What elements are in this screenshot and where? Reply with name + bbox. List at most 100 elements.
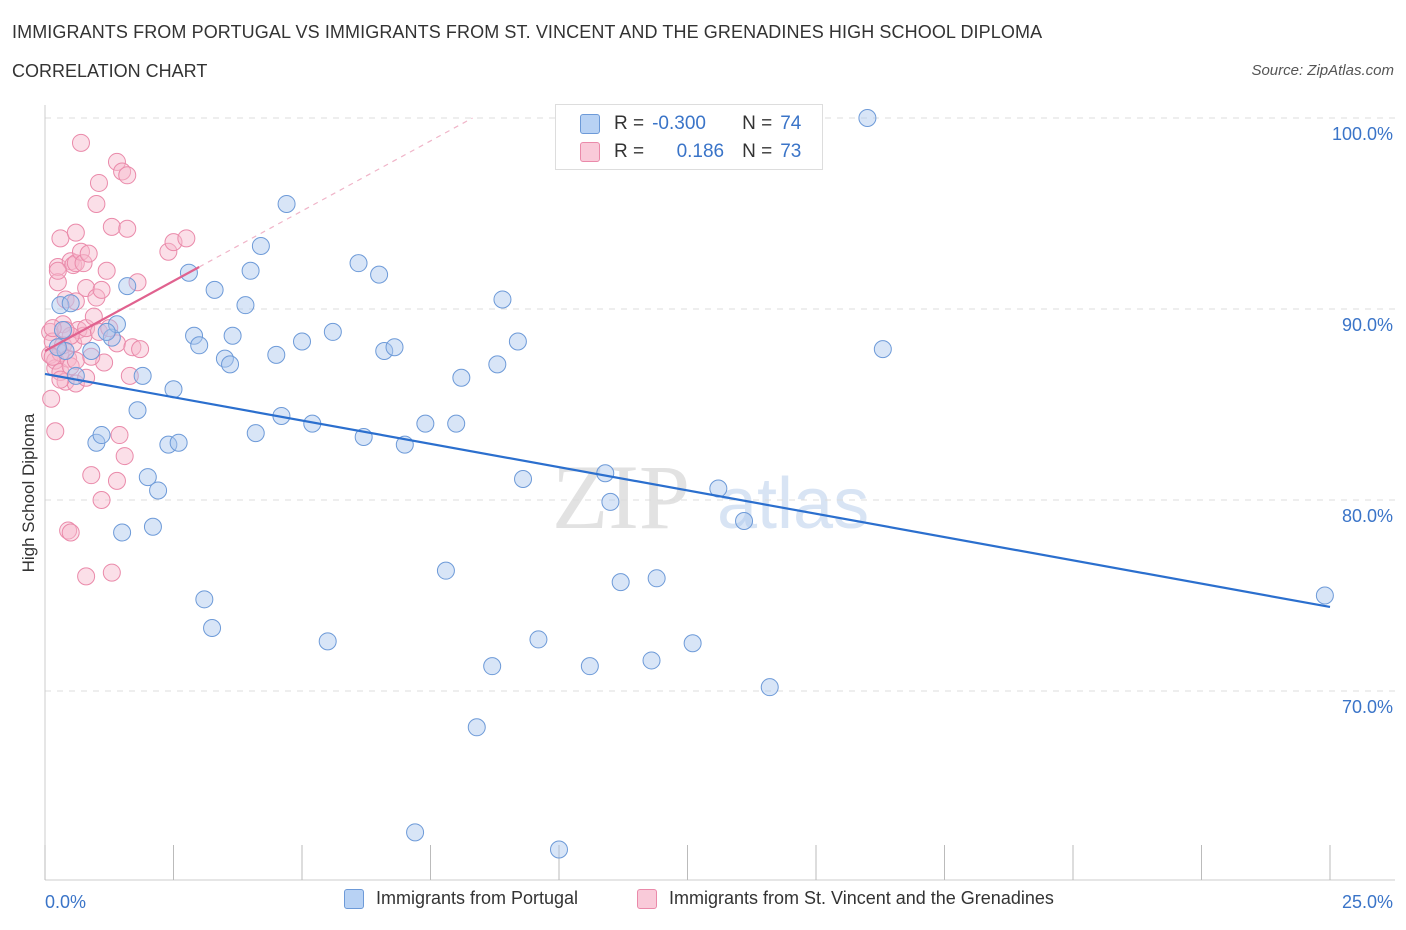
data-point-portugal <box>370 265 389 284</box>
data-point-portugal <box>195 590 214 609</box>
data-point-portugal <box>611 573 630 592</box>
data-point-st-vincent <box>123 338 142 357</box>
data-point-st-vincent <box>92 280 111 299</box>
data-point-portugal <box>858 109 877 127</box>
data-point-st-vincent <box>61 523 80 542</box>
data-point-portugal <box>102 328 121 347</box>
data-point-st-vincent <box>51 370 70 389</box>
data-point-portugal <box>113 523 132 542</box>
y-tick-label: 100.0% <box>1332 124 1393 144</box>
data-point-portugal <box>215 349 234 368</box>
bottom-legend-swatch-pink <box>637 888 657 909</box>
data-point-st-vincent <box>66 223 85 242</box>
data-point-st-vincent <box>79 244 98 263</box>
x-tick-label: 25.0% <box>1342 892 1393 912</box>
data-point-portugal <box>318 632 337 651</box>
data-point-st-vincent <box>107 334 126 353</box>
data-point-st-vincent <box>82 466 101 485</box>
legend-n-label: N = <box>742 141 773 162</box>
data-point-portugal <box>277 194 296 213</box>
x-tick-label: 0.0% <box>45 892 86 912</box>
data-point-st-vincent <box>74 254 93 273</box>
data-point-portugal <box>683 634 702 653</box>
data-point-portugal <box>149 481 168 500</box>
data-point-st-vincent <box>115 447 134 466</box>
data-point-portugal <box>508 332 527 351</box>
legend-row-portugal: R = -0.300 N = 74 <box>556 110 801 138</box>
data-point-portugal <box>169 433 188 452</box>
data-point-portugal <box>203 618 222 637</box>
data-point-portugal <box>493 290 512 309</box>
data-point-portugal <box>416 414 435 433</box>
data-point-portugal <box>293 332 311 351</box>
data-point-portugal <box>223 326 242 345</box>
data-point-portugal <box>735 512 754 531</box>
legend-swatch-blue <box>580 114 600 134</box>
data-point-st-vincent <box>177 229 196 248</box>
data-point-st-vincent <box>82 347 101 366</box>
data-point-portugal <box>488 355 507 374</box>
data-point-st-vincent <box>77 567 96 586</box>
data-point-portugal <box>251 236 270 255</box>
data-point-portugal <box>514 469 533 488</box>
data-point-st-vincent <box>102 563 121 582</box>
bottom-legend-st-vincent: Immigrants from St. Vincent and the Gren… <box>637 888 1054 909</box>
data-point-portugal <box>385 338 404 357</box>
data-point-portugal <box>97 322 116 341</box>
data-point-portugal <box>406 823 425 842</box>
trend-line-portugal <box>44 372 1331 609</box>
legend-n-label: N = <box>742 113 773 134</box>
gridlines <box>45 117 1395 692</box>
data-point-portugal <box>133 366 152 385</box>
trend-extension-st-vincent <box>198 117 473 268</box>
legend-n-value: 73 <box>780 141 802 162</box>
data-point-st-vincent <box>120 366 139 385</box>
data-point-portugal <box>138 468 157 487</box>
data-point-portugal <box>467 718 486 737</box>
data-point-portugal <box>447 414 466 433</box>
data-point-portugal <box>375 342 394 361</box>
data-point-portugal <box>596 464 615 483</box>
data-point-st-vincent <box>107 152 126 171</box>
axes <box>44 105 1395 881</box>
data-point-st-vincent <box>110 426 129 445</box>
data-point-st-vincent <box>128 273 147 292</box>
source-label: Source: ZipAtlas.com <box>1251 62 1394 79</box>
data-point-portugal <box>246 424 265 443</box>
watermark-zip: ZIP <box>552 446 690 548</box>
data-point-st-vincent <box>51 229 70 248</box>
bottom-legend-label-portugal: Immigrants from Portugal <box>376 888 579 908</box>
data-point-st-vincent <box>71 242 90 261</box>
y-tick-label: 90.0% <box>1342 315 1393 335</box>
data-point-st-vincent <box>159 242 178 261</box>
y-tick-label: 70.0% <box>1342 697 1393 717</box>
legend-r-value: 0.186 <box>676 141 725 162</box>
data-point-portugal <box>61 294 80 313</box>
data-point-st-vincent <box>66 254 85 273</box>
data-point-st-vincent <box>118 166 137 185</box>
data-point-portugal <box>436 561 455 580</box>
data-point-st-vincent <box>102 217 121 236</box>
data-point-portugal <box>267 345 286 364</box>
data-point-portugal <box>143 517 162 536</box>
series-portugal-points <box>48 109 1334 859</box>
data-point-st-vincent <box>87 194 106 213</box>
data-point-st-vincent <box>48 261 67 280</box>
data-point-portugal <box>221 355 240 374</box>
data-point-portugal <box>205 280 224 299</box>
data-point-portugal <box>92 426 111 445</box>
data-point-st-vincent <box>71 133 90 152</box>
chart-subtitle: CORRELATION CHART <box>12 61 208 81</box>
data-point-portugal <box>107 315 126 334</box>
legend-n-value: 74 <box>780 113 802 134</box>
data-point-portugal <box>483 657 502 676</box>
trend-lines <box>44 117 1331 609</box>
legend-r-value: -0.300 <box>652 113 706 134</box>
data-point-portugal <box>66 366 85 385</box>
data-point-st-vincent <box>118 219 137 238</box>
data-point-st-vincent <box>107 471 126 490</box>
trend-line-st-vincent <box>44 266 200 352</box>
data-point-portugal <box>1315 586 1334 605</box>
legend-r-label: R = <box>614 113 645 134</box>
data-point-portugal <box>323 322 342 341</box>
